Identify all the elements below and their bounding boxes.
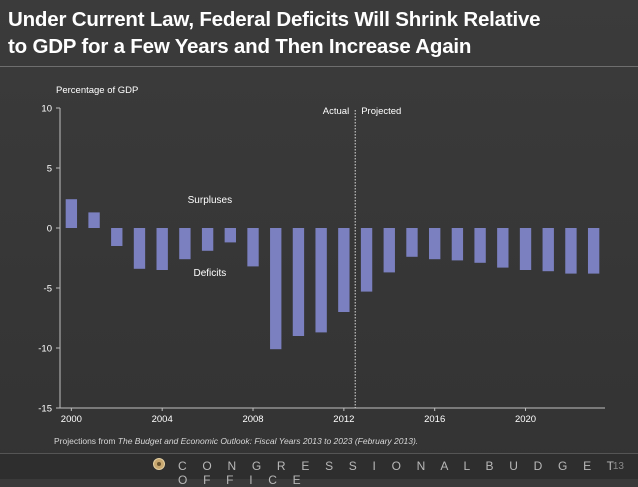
slide-title: Under Current Law, Federal Deficits Will… (8, 6, 628, 60)
bar-2013 (360, 228, 373, 292)
bar-2019 (497, 228, 509, 268)
x-tick-label: 2000 (61, 414, 82, 425)
bar-2023 (587, 228, 600, 274)
bar-2010 (292, 228, 305, 336)
bar-2000 (65, 199, 78, 228)
deficits-label: Deficits (193, 268, 226, 279)
bar-2022 (565, 228, 577, 274)
x-tick-label: 2008 (242, 414, 263, 425)
bar-2002 (111, 228, 123, 246)
bar-2011 (315, 228, 327, 333)
bar-2014 (383, 228, 395, 273)
y-tick-label: -5 (44, 284, 52, 295)
deficit-bar-chart: Percentage of GDP 10 5 0 -5 -10 -15 2000 2004 20… (38, 85, 605, 425)
bar-2018 (474, 228, 486, 263)
bar-2016 (429, 228, 441, 260)
x-tick-label: 2016 (424, 414, 445, 425)
bar-2015 (406, 228, 418, 257)
organization-name: C O N G R E S S I O N A L B U D G E T O … (178, 459, 620, 487)
cbo-seal-icon (153, 458, 165, 470)
bar-2020 (519, 228, 532, 270)
page-number: 13 (612, 461, 624, 472)
bar-2009 (270, 228, 282, 350)
y-tick-label: 0 (47, 224, 52, 235)
projected-label: Projected (361, 106, 401, 117)
source-title: The Budget and Economic Outlook: Fiscal … (117, 436, 419, 446)
y-tick-label: 10 (41, 104, 52, 115)
bar-2007 (224, 228, 236, 243)
bar-2012 (338, 228, 350, 312)
bar-2005 (179, 228, 191, 260)
bar-2008 (247, 228, 259, 267)
footer-divider (0, 453, 638, 454)
title-divider (0, 66, 638, 67)
title-line-2: to GDP for a Few Years and Then Increase… (8, 35, 472, 58)
title-line-1: Under Current Law, Federal Deficits Will… (8, 8, 541, 31)
y-tick-label: -10 (38, 344, 52, 355)
bar-2004 (156, 228, 168, 270)
x-tick-label: 2004 (152, 414, 173, 425)
x-tick-label: 2012 (333, 414, 354, 425)
bar-2003 (133, 228, 146, 269)
y-axis-label: Percentage of GDP (56, 85, 138, 96)
footer-bar (0, 453, 638, 479)
surpluses-label: Surpluses (188, 195, 232, 206)
y-tick-label: -15 (38, 404, 52, 415)
bar-2017 (451, 228, 464, 261)
source-prefix: Projections from (54, 436, 118, 446)
source-note: Projections from The Budget and Economic… (54, 436, 418, 446)
bar-2006 (201, 228, 214, 251)
y-tick-label: 5 (47, 164, 52, 175)
actual-label: Actual (323, 106, 349, 117)
bar-2001 (88, 212, 100, 228)
bar-2021 (542, 228, 554, 272)
x-tick-label: 2020 (515, 414, 536, 425)
